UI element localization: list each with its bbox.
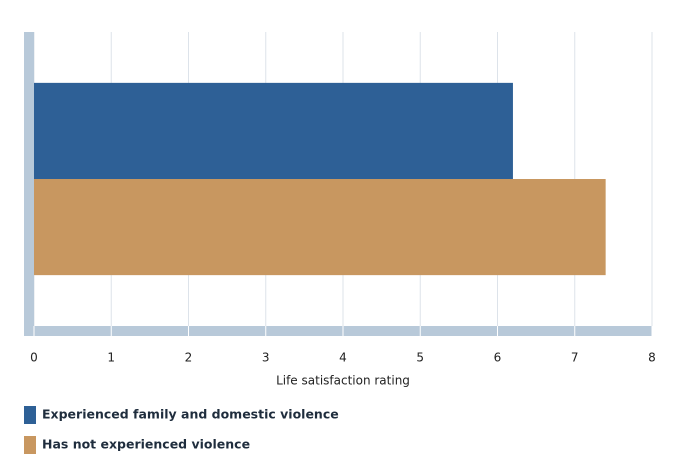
x-tick-label: 3 [262, 351, 270, 365]
x-tick-label: 8 [648, 351, 656, 365]
bar [34, 179, 606, 276]
x-tick-label: 4 [339, 351, 347, 365]
x-tick-label: 6 [494, 351, 502, 365]
x-tick-label: 5 [416, 351, 424, 365]
x-tick-label: 7 [571, 351, 579, 365]
legend-swatch [24, 436, 36, 454]
x-tick-label: 0 [30, 351, 38, 365]
legend-label: Has not experienced violence [42, 437, 250, 452]
x-axis-band [24, 326, 652, 336]
y-axis-band [24, 32, 34, 336]
legend-swatch [24, 406, 36, 424]
legend-label: Experienced family and domestic violence [42, 407, 339, 422]
x-tick-label: 2 [185, 351, 193, 365]
x-tick-label: 1 [107, 351, 115, 365]
x-axis-title: Life satisfaction rating [276, 374, 410, 388]
bar [34, 82, 513, 179]
